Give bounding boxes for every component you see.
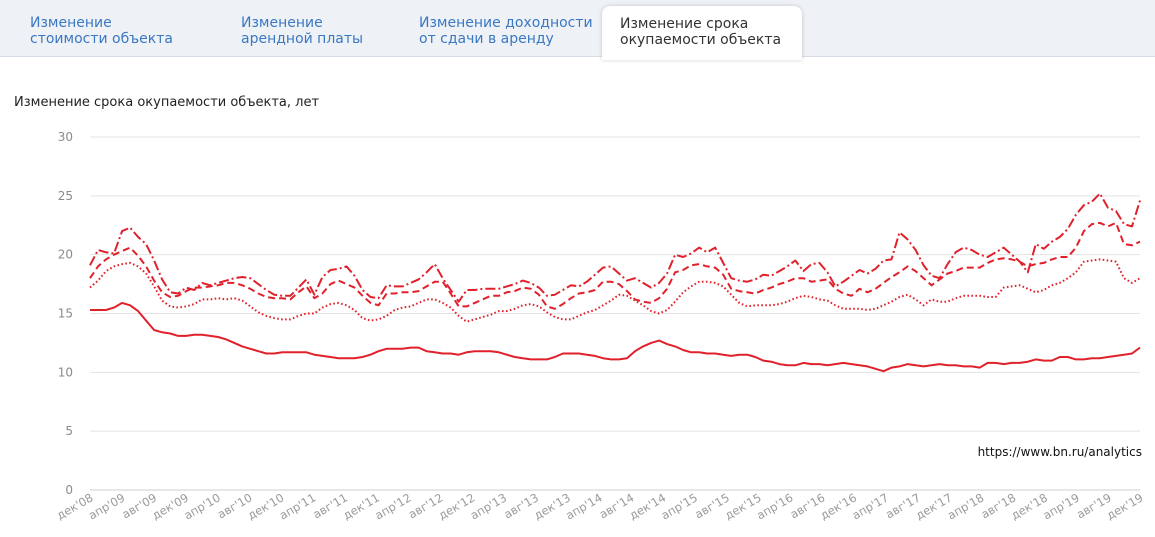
chart-series: [89, 192, 1141, 373]
payback-chart: Изменение срока окупаемости объекта, лет…: [14, 95, 1146, 522]
tab-label-line1: Изменение: [30, 15, 112, 31]
y-tick-label: 30: [58, 130, 73, 144]
chart-gridlines: [90, 136, 1140, 491]
tab-bar: Изменение стоимости объекта Изменение ар…: [0, 0, 1155, 60]
y-tick-label: 10: [58, 365, 73, 379]
series-line-dashdot: [89, 192, 1141, 303]
x-tick-label: апр'11: [277, 490, 318, 522]
x-tick-label: апр'13: [468, 490, 509, 522]
tab-rent[interactable]: Изменение арендной платы: [241, 15, 363, 47]
x-tick-label: апр'09: [86, 490, 127, 522]
tab-rental-yield[interactable]: Изменение доходности от сдачи в аренду: [419, 15, 593, 47]
series-line-dashed: [89, 221, 1141, 310]
tab-label-line2: арендной платы: [241, 31, 364, 47]
series-line-solid: [90, 301, 1141, 373]
x-tick-label: апр'12: [372, 490, 413, 522]
tab-label-line2: от сдачи в аренду: [419, 31, 554, 47]
tab-property-value[interactable]: Изменение стоимости объекта: [30, 15, 173, 47]
x-tick-label: дек'19: [1104, 490, 1145, 522]
y-tick-label: 0: [65, 483, 73, 497]
tab-label-line1: Изменение срока: [620, 16, 749, 32]
x-tick-label: апр'19: [1041, 490, 1082, 522]
tab-label-line1: Изменение: [241, 15, 323, 31]
x-tick-label: апр'15: [659, 490, 700, 522]
tab-label-line1: Изменение доходности: [419, 15, 593, 31]
y-tick-label: 15: [58, 307, 73, 321]
tab-label-line2: стоимости объекта: [30, 31, 173, 47]
source-url: https://www.bn.ru/analytics: [978, 445, 1142, 459]
x-tick-label: апр'17: [850, 490, 891, 522]
x-tick-label: апр'14: [563, 490, 604, 522]
tab-label-line2: окупаемости объекта: [620, 32, 782, 48]
x-tick-label: апр'18: [945, 490, 986, 522]
y-tick-label: 20: [58, 248, 73, 262]
y-axis-ticks: 0 5 10 15 20 25 30: [58, 130, 73, 497]
x-tick-label: апр'16: [754, 490, 795, 522]
y-tick-label: 5: [65, 424, 73, 438]
x-tick-label: апр'10: [181, 490, 222, 522]
chart-title: Изменение срока окупаемости объекта, лет: [14, 95, 319, 110]
x-axis-ticks: дек'08апр'09авг'09дек'09апр'10авг'10дек'…: [54, 490, 1145, 522]
tab-payback-period[interactable]: Изменение срока окупаемости объекта: [602, 6, 802, 60]
y-tick-label: 25: [58, 189, 73, 203]
